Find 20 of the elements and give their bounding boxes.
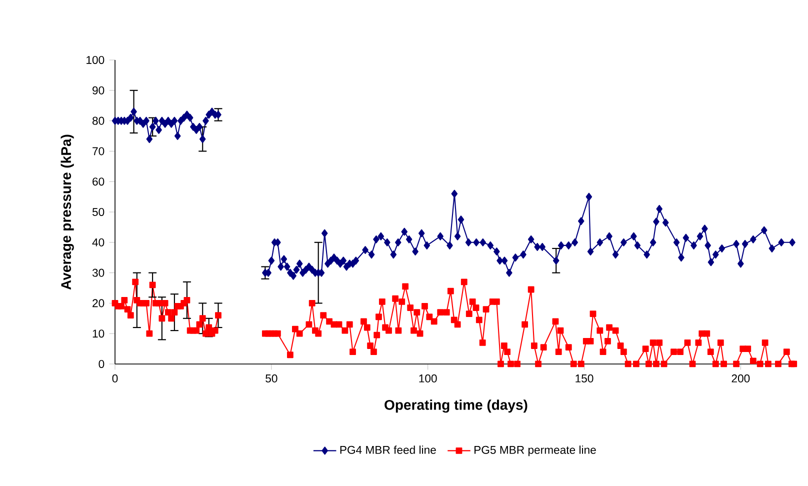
y-tick-label: 50 bbox=[92, 208, 104, 216]
x-tick-label: 50 bbox=[266, 374, 278, 382]
y-tick-label: 70 bbox=[92, 147, 104, 156]
y-tick-label: 20 bbox=[92, 299, 104, 308]
y-axis-title: Average pressure (kPa) bbox=[60, 134, 74, 290]
y-tick-label: 80 bbox=[92, 116, 104, 125]
x-tick-label: 150 bbox=[576, 374, 594, 382]
y-tick-label: 90 bbox=[92, 86, 104, 94]
x-axis-title: Operating time (days) bbox=[384, 400, 528, 413]
y-tick-label: 0 bbox=[98, 360, 104, 368]
y-tick-label: 60 bbox=[92, 178, 104, 186]
legend-label: PG4 MBR feed line bbox=[340, 446, 436, 454]
y-tick-label: 30 bbox=[92, 268, 104, 277]
x-tick-label: 200 bbox=[732, 374, 750, 382]
y-tick-label: 40 bbox=[92, 238, 104, 246]
x-tick-label: 0 bbox=[112, 374, 118, 382]
y-tick-label: 100 bbox=[86, 56, 104, 64]
x-tick-label: 100 bbox=[419, 374, 437, 382]
y-tick-label: 10 bbox=[92, 330, 104, 338]
legend-label: PG5 MBR permeate line bbox=[474, 446, 596, 456]
